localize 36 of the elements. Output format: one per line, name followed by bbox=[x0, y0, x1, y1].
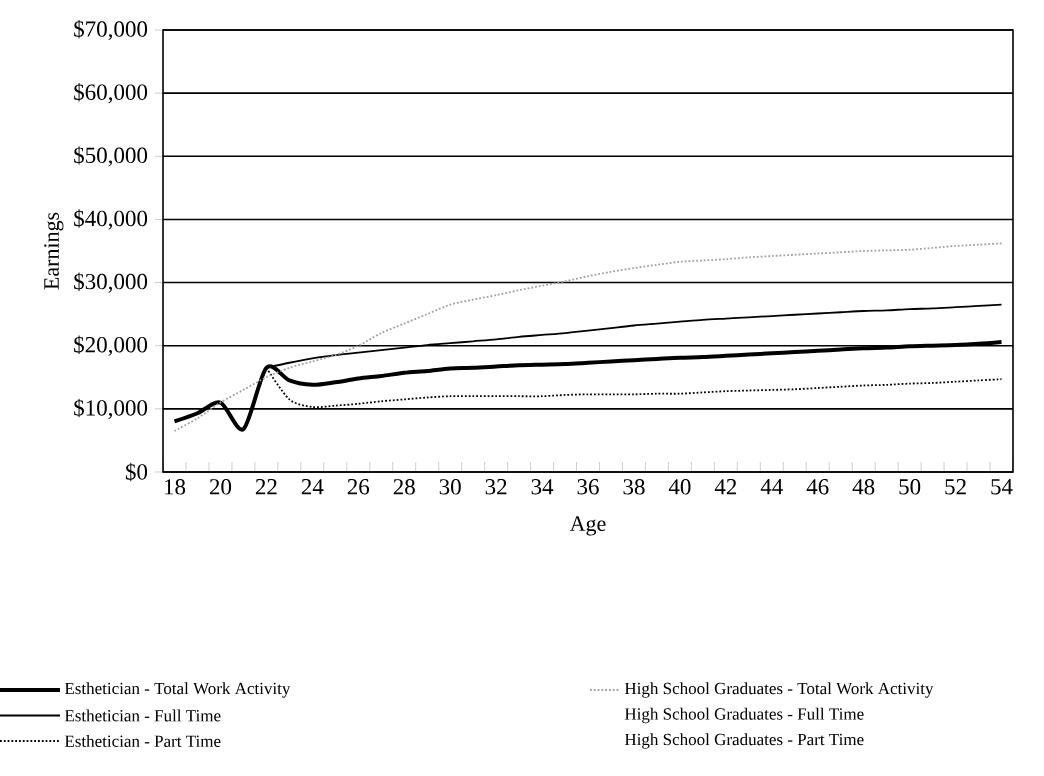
x-tick-label: 38 bbox=[623, 479, 645, 495]
y-tick-label: $70,000 bbox=[74, 19, 148, 41]
x-tick-label: 26 bbox=[347, 479, 370, 495]
x-tick-label: 40 bbox=[668, 479, 691, 495]
text: High School Graduates - Full Time bbox=[624, 707, 864, 724]
x-tick-label: 48 bbox=[852, 479, 875, 495]
y-axis-title: Earnings bbox=[44, 212, 64, 290]
y-tick-label: $30,000 bbox=[74, 272, 148, 293]
y-tick-label: $40,000 bbox=[74, 209, 148, 230]
x-tick-label: 20 bbox=[209, 479, 232, 495]
line-series bbox=[173, 242, 1003, 432]
y-tick-label: $10,000 bbox=[74, 398, 148, 419]
x-tick-label: 24 bbox=[301, 479, 324, 495]
x-tick-label: 28 bbox=[393, 479, 415, 495]
x-tick-label: 34 bbox=[531, 479, 554, 495]
legend-label: Esthetician - Part Time bbox=[64, 735, 221, 747]
x-tick-label: 50 bbox=[899, 479, 921, 495]
y-tick-label: $20,000 bbox=[74, 335, 148, 356]
y-tick-label: $60,000 bbox=[74, 83, 148, 104]
x-tick-label: 44 bbox=[760, 479, 783, 495]
legend-label: Esthetician - Total Work Activity bbox=[64, 682, 291, 698]
text: High School Graduates - Part Time bbox=[624, 733, 864, 749]
legend-label: High School Graduates - Total Work Activity bbox=[624, 682, 934, 698]
x-tick-label: 52 bbox=[945, 479, 966, 495]
x-tick-label: 54 bbox=[991, 479, 1013, 495]
x-tick-label: 42 bbox=[714, 479, 737, 495]
x-tick-label: 32 bbox=[485, 479, 507, 495]
y-tick-label: $50,000 bbox=[74, 146, 148, 167]
x-tick-label: 36 bbox=[577, 479, 599, 495]
x-tick-label: 30 bbox=[439, 479, 461, 495]
x-axis-title: Age bbox=[569, 516, 606, 536]
x-tick-label: 22 bbox=[255, 479, 277, 495]
x-tick-label: 46 bbox=[806, 479, 829, 495]
y-tick-label: $0 bbox=[125, 462, 148, 482]
x-tick-label: 18 bbox=[165, 479, 186, 495]
legend-label: Esthetician - Full Time bbox=[64, 709, 221, 722]
